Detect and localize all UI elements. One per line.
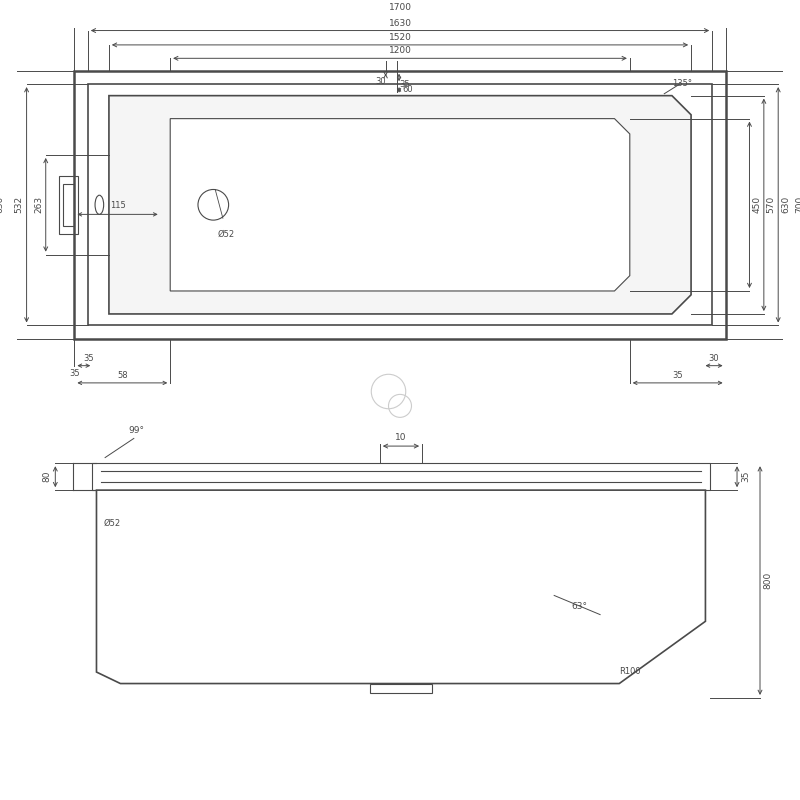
Bar (88, 84, 712, 326)
Text: 450: 450 (752, 196, 762, 214)
Text: 263: 263 (34, 196, 43, 214)
Text: 570: 570 (766, 196, 776, 214)
Text: 1200: 1200 (389, 46, 411, 55)
Text: 1700: 1700 (389, 3, 411, 12)
Text: 800: 800 (764, 572, 773, 590)
Text: 60: 60 (403, 86, 414, 94)
Text: 35: 35 (741, 471, 750, 482)
Text: 1520: 1520 (389, 33, 411, 42)
Circle shape (198, 190, 229, 220)
Polygon shape (97, 490, 706, 683)
Text: 35: 35 (69, 370, 80, 378)
Text: 630: 630 (781, 196, 790, 214)
Text: 63°: 63° (571, 602, 587, 611)
Text: 30: 30 (709, 354, 719, 362)
Text: 700: 700 (795, 196, 800, 214)
Bar (370, 683, 431, 693)
Bar (92, 463, 710, 490)
Text: Ø52: Ø52 (103, 519, 120, 528)
Text: 35: 35 (672, 371, 683, 380)
Text: 30: 30 (375, 77, 386, 86)
Text: 80: 80 (42, 471, 51, 482)
Text: 10: 10 (395, 434, 406, 442)
Text: 115: 115 (110, 201, 126, 210)
Text: 58: 58 (117, 371, 128, 380)
Text: R100: R100 (619, 667, 641, 676)
Ellipse shape (95, 195, 104, 214)
Polygon shape (170, 118, 630, 291)
Text: 630: 630 (0, 196, 5, 214)
Polygon shape (109, 96, 691, 314)
Bar (59, 176, 78, 234)
Text: 99°: 99° (128, 426, 144, 434)
Text: UK's Largest Factory Outlet: UK's Largest Factory Outlet (497, 280, 648, 290)
Text: Ø52: Ø52 (217, 230, 234, 238)
Text: BATHROOM CITY: BATHROOM CITY (207, 238, 593, 279)
Text: 532: 532 (14, 196, 24, 214)
Text: 35: 35 (83, 354, 94, 362)
Bar (74, 70, 726, 339)
Text: 1630: 1630 (389, 18, 411, 28)
Text: 135°: 135° (672, 79, 692, 88)
Bar (63, 184, 74, 226)
Text: 35: 35 (399, 80, 410, 89)
